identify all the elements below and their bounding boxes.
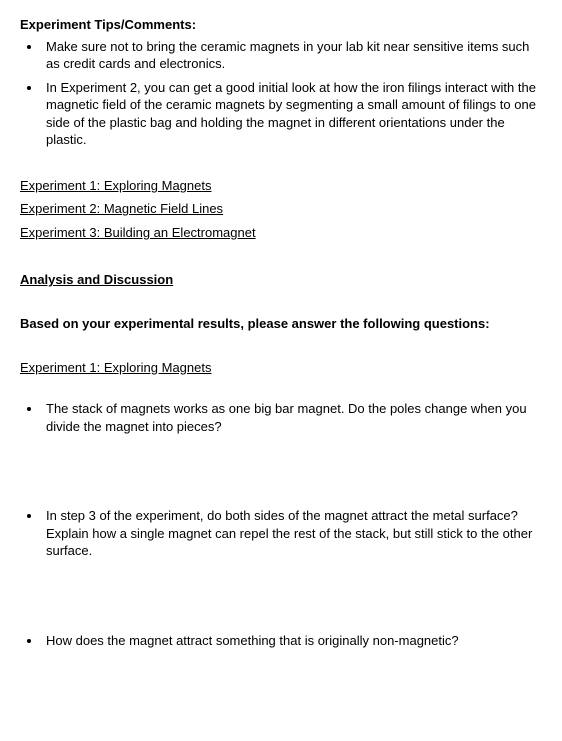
list-item: In Experiment 2, you can get a good init… bbox=[42, 79, 542, 149]
experiment-1-link[interactable]: Experiment 1: Exploring Magnets bbox=[20, 177, 542, 195]
list-item: Make sure not to bring the ceramic magne… bbox=[42, 38, 542, 73]
list-item: In step 3 of the experiment, do both sid… bbox=[42, 507, 542, 560]
analysis-heading: Analysis and Discussion bbox=[20, 271, 542, 289]
experiment-links: Experiment 1: Exploring Magnets Experime… bbox=[20, 177, 542, 242]
experiment-1-heading: Experiment 1: Exploring Magnets bbox=[20, 359, 542, 377]
tips-section: Experiment Tips/Comments: Make sure not … bbox=[20, 16, 542, 149]
analysis-prompt: Based on your experimental results, plea… bbox=[20, 315, 542, 333]
experiment-3-link[interactable]: Experiment 3: Building an Electromagnet bbox=[20, 224, 542, 242]
tips-list: Make sure not to bring the ceramic magne… bbox=[20, 38, 542, 149]
experiment-2-link[interactable]: Experiment 2: Magnetic Field Lines bbox=[20, 200, 542, 218]
tips-heading: Experiment Tips/Comments: bbox=[20, 17, 196, 32]
question-list: The stack of magnets works as one big ba… bbox=[20, 400, 542, 649]
list-item: How does the magnet attract something th… bbox=[42, 632, 542, 650]
list-item: The stack of magnets works as one big ba… bbox=[42, 400, 542, 435]
